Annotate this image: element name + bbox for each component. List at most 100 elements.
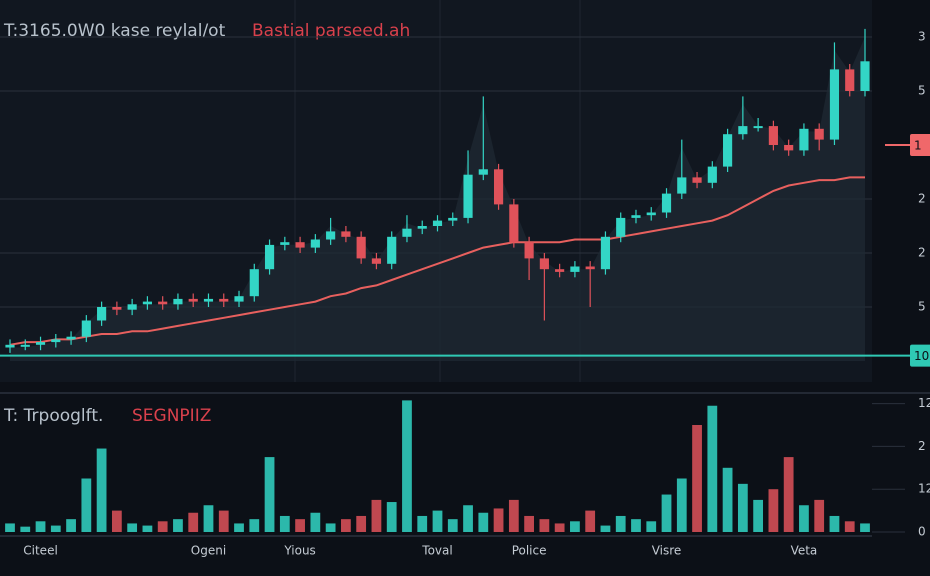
volume-bar xyxy=(722,467,733,532)
volume-bar xyxy=(142,525,153,532)
candle-body xyxy=(51,339,61,343)
candle-body xyxy=(723,134,733,167)
candle-body xyxy=(264,244,275,270)
y-tick-label: 0 xyxy=(918,525,926,539)
x-tick-label: Yious xyxy=(283,544,315,558)
volume-bar xyxy=(279,515,290,532)
candle-body xyxy=(478,169,488,175)
candle-body xyxy=(493,169,504,205)
volume-bar xyxy=(844,521,855,532)
volume-bar xyxy=(585,510,596,532)
candle-body xyxy=(66,336,76,340)
price-tag xyxy=(910,344,930,367)
volume-bar xyxy=(860,523,870,532)
y-tick-label: 2 xyxy=(918,439,926,453)
candle-body xyxy=(448,217,458,221)
candle-body xyxy=(203,298,214,302)
volume-bar xyxy=(35,521,46,532)
volume-bar xyxy=(737,483,748,532)
volume-bar xyxy=(188,512,199,532)
y-tick-label: 5 xyxy=(918,300,926,314)
volume-bar xyxy=(341,519,351,532)
candle-body xyxy=(646,212,656,216)
volume-bar xyxy=(417,515,428,532)
volume-bar xyxy=(173,519,183,532)
volume-bar xyxy=(386,502,397,532)
volume-bar xyxy=(50,525,61,532)
candle-body xyxy=(661,193,672,213)
candle-body xyxy=(326,231,336,240)
candle-body xyxy=(845,69,855,91)
candle-body xyxy=(784,145,794,151)
volume-title: T: Trpooglft. xyxy=(3,406,103,426)
chart-subtitle: Bastial parseed.ah xyxy=(252,21,410,41)
x-tick-label: Citeel xyxy=(23,544,58,558)
candle-body xyxy=(371,258,382,264)
volume-bar xyxy=(463,505,473,532)
candle-body xyxy=(463,174,473,218)
volume-bar xyxy=(570,521,580,532)
volume-bar xyxy=(402,400,412,532)
volume-bar xyxy=(524,515,534,532)
candle-body xyxy=(310,239,320,248)
candle-body xyxy=(387,236,397,264)
candle-body xyxy=(738,126,748,135)
volume-bar xyxy=(203,505,214,532)
candle-body xyxy=(509,204,519,243)
candle-body xyxy=(249,269,259,297)
price-tag-label: 10 xyxy=(914,349,929,363)
candle-body xyxy=(158,301,168,305)
candle-body xyxy=(97,307,107,321)
candle-body xyxy=(20,344,30,347)
price-tag-label: 1 xyxy=(914,139,922,153)
candle-body xyxy=(280,242,290,245)
candle-body xyxy=(860,61,870,91)
volume-bar xyxy=(310,512,321,532)
volume-bar xyxy=(615,515,626,532)
candle-body xyxy=(341,231,351,237)
volume-bar xyxy=(218,510,229,532)
volume-bar xyxy=(295,519,305,532)
candle-body xyxy=(35,342,46,345)
y-tick-label: 12 xyxy=(918,482,930,496)
volume-bar xyxy=(829,515,840,532)
candle-body xyxy=(600,236,611,270)
candle-body xyxy=(616,217,626,237)
candle-body xyxy=(555,269,565,272)
candle-body xyxy=(768,126,778,145)
x-tick-label: Ogeni xyxy=(191,544,226,558)
volume-bar xyxy=(5,523,15,532)
candle-body xyxy=(799,128,809,151)
candle-body xyxy=(539,258,549,270)
volume-bar xyxy=(783,457,794,532)
candle-body xyxy=(753,126,763,129)
candle-body xyxy=(112,307,122,310)
volume-bar xyxy=(707,405,718,532)
candle-body xyxy=(81,320,91,337)
candle-body xyxy=(570,266,580,272)
moving-average xyxy=(9,176,865,346)
candle-body xyxy=(707,166,717,183)
chart-title: T:3165.0W0 kase reylal/ot xyxy=(3,21,226,41)
volume-bar xyxy=(478,512,489,532)
candle-body xyxy=(173,298,183,305)
volume-bar xyxy=(753,499,764,532)
range-area xyxy=(10,36,865,362)
candle-body xyxy=(524,242,534,259)
volume-bar xyxy=(264,457,275,532)
volume-bar xyxy=(20,526,31,532)
volume-bar xyxy=(127,523,138,532)
x-tick-label: Veta xyxy=(791,544,818,558)
candle-body xyxy=(631,215,641,218)
volume-subtitle: SEGNPIIZ xyxy=(132,406,211,426)
volume-bar xyxy=(768,489,779,532)
volume-bar xyxy=(661,494,672,532)
y-tick-label: 2 xyxy=(918,192,926,206)
candle-body xyxy=(356,236,366,259)
volume-bar xyxy=(249,519,260,532)
price-tag xyxy=(910,134,930,156)
candle-body xyxy=(127,304,137,310)
volume-bar xyxy=(111,510,122,532)
volume-bar xyxy=(81,478,92,532)
